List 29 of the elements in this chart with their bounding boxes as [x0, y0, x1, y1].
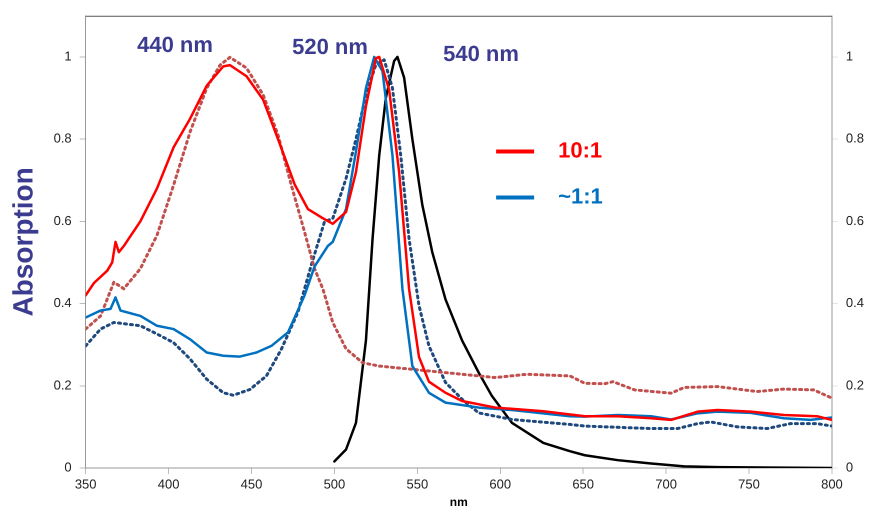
- x-tick-label: 500: [324, 476, 346, 492]
- x-tick-label: 800: [821, 476, 843, 492]
- y-tick-label: 0.2: [54, 377, 72, 392]
- x-tick-label: 600: [489, 476, 512, 492]
- y2-tick-label: 0.2: [846, 377, 864, 392]
- y-axis-title: Absorption: [8, 167, 39, 317]
- y2-tick-label: 0.6: [846, 212, 864, 228]
- y-tick-label: 0.4: [54, 295, 72, 310]
- y-tick-label: 0.6: [54, 212, 72, 228]
- x-tick-label: 700: [655, 476, 677, 492]
- x-tick-label: 450: [240, 476, 262, 492]
- y-tick-label: 0.8: [54, 130, 72, 146]
- y2-tick-label: 0.4: [846, 295, 864, 310]
- x-tick-label: 400: [158, 476, 180, 492]
- annotation: 520 nm: [292, 34, 368, 60]
- x-axis-title: nm: [450, 495, 468, 510]
- x-tick-label: 750: [738, 476, 760, 492]
- annotation: 540 nm: [443, 41, 519, 66]
- y2-tick-label: 1: [846, 48, 854, 64]
- annotation: 440 nm: [137, 32, 213, 58]
- legend-label: ~1:1: [558, 184, 603, 209]
- y2-tick-label: 0: [846, 460, 854, 475]
- y-tick-label: 0: [64, 460, 72, 475]
- x-tick-label: 550: [406, 476, 428, 492]
- x-tick-label: 650: [572, 476, 594, 492]
- x-tick-label: 350: [74, 476, 97, 492]
- y2-tick-label: 0.8: [846, 130, 864, 146]
- y-tick-label: 1: [64, 48, 72, 64]
- legend-label: 10:1: [558, 138, 602, 163]
